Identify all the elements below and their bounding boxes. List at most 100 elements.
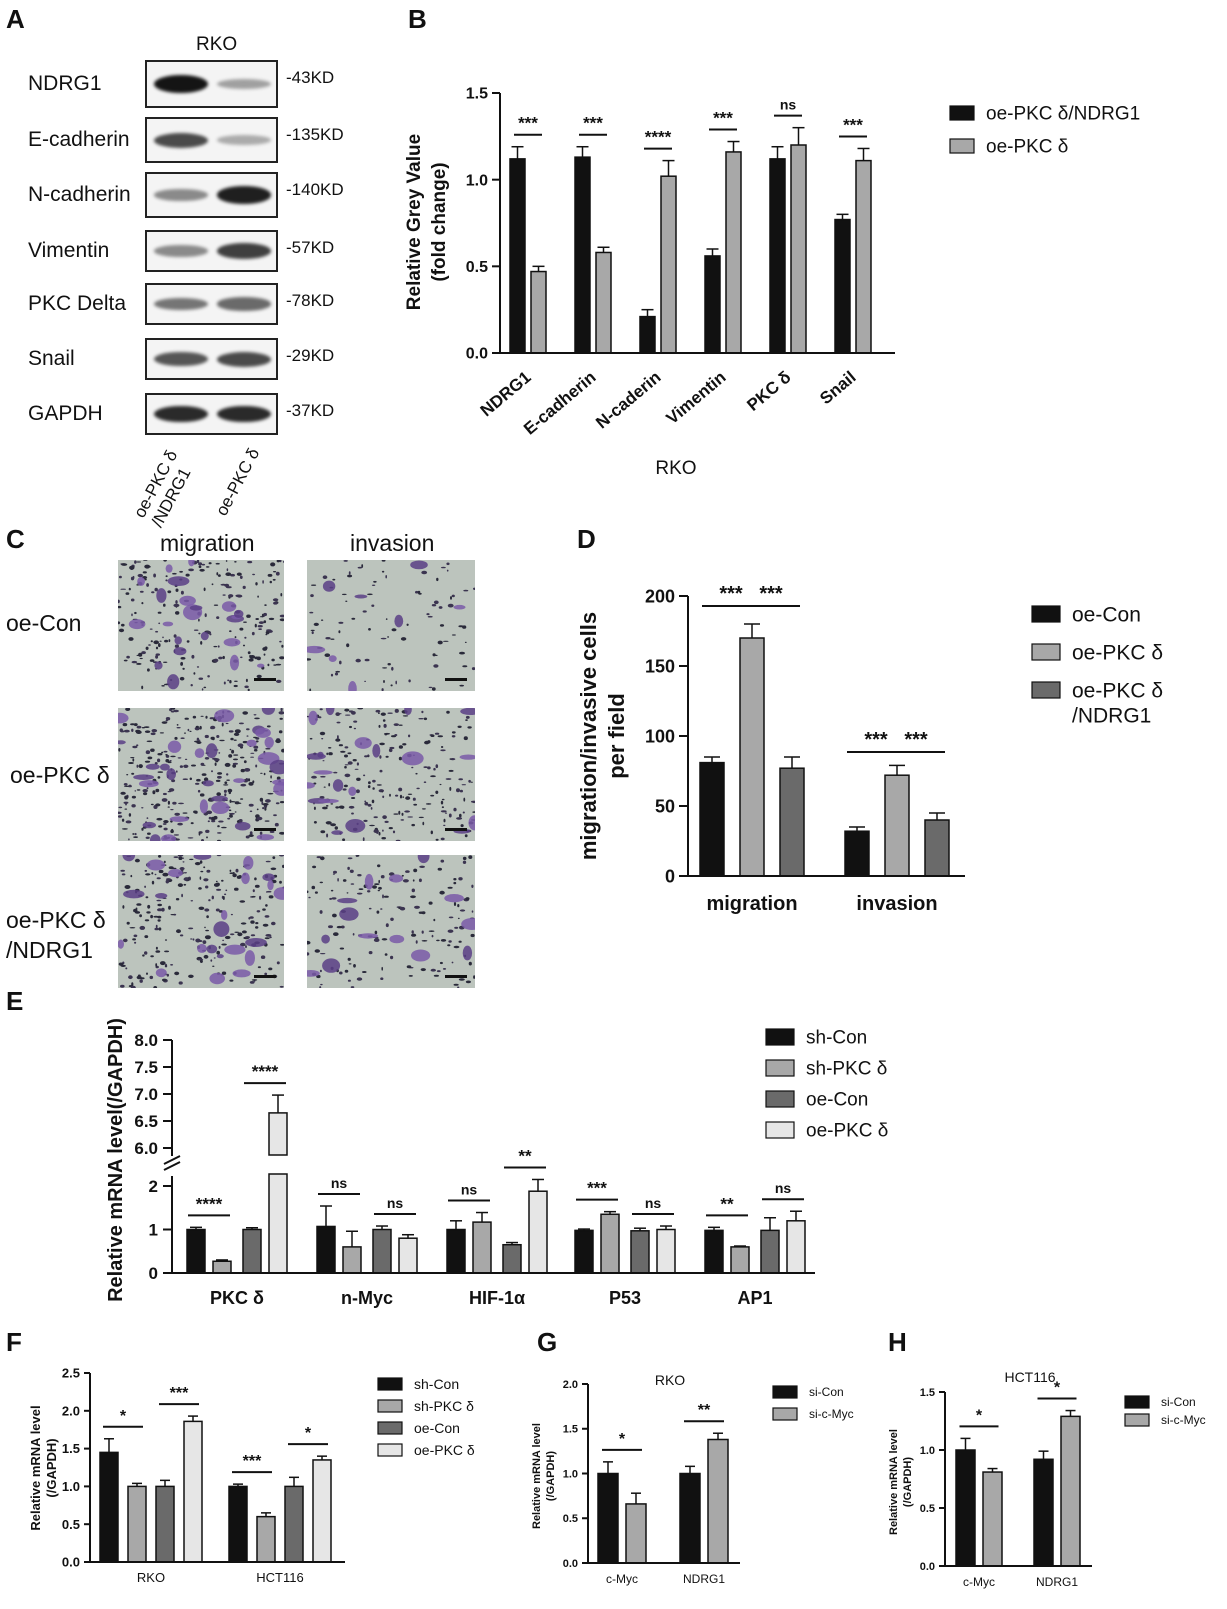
significance-label: ns: [331, 1175, 348, 1191]
y-tick-label: 0.5: [920, 1503, 935, 1515]
blot-strip: [145, 338, 278, 380]
bar: [707, 1438, 729, 1564]
x-tick-label: c-Myc: [963, 1575, 995, 1589]
blot-strip: [145, 60, 278, 108]
x-tick-label: RKO: [137, 1570, 165, 1585]
bar: [127, 1485, 147, 1563]
x-tick-label: Snail: [816, 368, 859, 409]
bar: [660, 175, 677, 354]
legend-swatch: [1124, 1413, 1150, 1427]
x-tick-label: invasion: [856, 893, 937, 915]
protein-band: [154, 189, 208, 201]
y-tick-label: 6.5: [134, 1112, 158, 1131]
bar: [574, 156, 591, 354]
bar: [528, 1190, 548, 1274]
blot-strip: [145, 117, 278, 163]
bar: [955, 1449, 976, 1567]
panel-label-g: G: [537, 1327, 558, 1357]
significance-label: *: [976, 1407, 983, 1424]
y-tick-label: 0.0: [563, 1558, 578, 1570]
legend-swatch: [765, 1090, 795, 1108]
blot-kd-label: -135KD: [286, 125, 344, 144]
y-axis-title: per field: [604, 693, 629, 779]
significance-label: ***: [713, 109, 733, 128]
scale-bar: [445, 678, 467, 681]
significance-label: ***: [587, 1179, 607, 1198]
bar: [704, 1229, 724, 1274]
bar: [730, 1246, 750, 1274]
legend-swatch: [772, 1385, 798, 1399]
blot-protein-label: Snail: [28, 347, 75, 370]
legend-label: oe-PKC δ: [1072, 679, 1163, 702]
significance-label: ****: [252, 1062, 279, 1081]
bar: [924, 819, 950, 877]
significance-label: ****: [196, 1194, 223, 1213]
bar: [639, 315, 656, 354]
legend-label: oe-PKC δ: [806, 1121, 888, 1142]
bar: [739, 637, 765, 877]
significance-label: ns: [387, 1195, 404, 1211]
y-axis-title: (fold change): [429, 162, 450, 281]
y-tick-label: 0.0: [466, 346, 488, 363]
bar: [844, 830, 870, 877]
bar: [342, 1246, 362, 1274]
y-tick-label: 8.0: [134, 1031, 158, 1050]
y-axis-title: migration/invasive cells: [576, 612, 601, 860]
protein-band: [217, 135, 271, 145]
bar: [630, 1230, 650, 1274]
significance-label: **: [720, 1194, 734, 1213]
y-axis-title: (/GAPDH): [902, 1457, 914, 1507]
protein-band: [154, 75, 208, 93]
y-tick-label: 2.0: [563, 1379, 578, 1391]
bar: [530, 270, 547, 354]
bar: [1060, 1415, 1081, 1567]
blot-strip: [145, 230, 278, 272]
bar: [509, 158, 526, 354]
blot-protein-label: PKC Delta: [28, 292, 127, 315]
x-tick-label: AP1: [737, 1288, 772, 1308]
significance-label: ***: [170, 1385, 189, 1402]
legend-swatch: [1031, 681, 1061, 699]
y-tick-label: 1: [149, 1221, 158, 1240]
significance-label: ***: [904, 729, 928, 751]
y-tick-label: 2: [149, 1177, 158, 1196]
significance-label: ***: [583, 114, 603, 133]
y-tick-label: 1.0: [466, 172, 488, 189]
blot-protein-label: GAPDH: [28, 402, 103, 425]
bar: [982, 1471, 1003, 1567]
microscopy-column-title: invasion: [350, 530, 435, 556]
bar: [183, 1420, 203, 1563]
significance-label: ***: [843, 115, 863, 134]
bar: [625, 1503, 647, 1564]
blot-kd-label: -29KD: [286, 346, 335, 365]
chart-title: RKO: [655, 1372, 685, 1388]
x-tick-label: NDRG1: [477, 368, 535, 421]
x-axis-title: RKO: [655, 458, 696, 479]
x-tick-label: P53: [609, 1288, 641, 1308]
y-tick-label: 1.0: [62, 1479, 80, 1494]
panel-label-a: A: [6, 4, 25, 34]
x-tick-label: HCT116: [256, 1570, 303, 1585]
y-tick-label: 200: [645, 586, 675, 606]
y-tick-label: 0.5: [563, 1513, 578, 1525]
y-tick-label: 150: [645, 656, 675, 676]
x-tick-label: PKC δ: [743, 368, 794, 415]
transwell-micrograph: [307, 708, 475, 841]
y-tick-label: 1.0: [920, 1445, 935, 1457]
y-axis-title: (/GAPDH): [44, 1438, 59, 1497]
protein-band: [154, 351, 208, 367]
legend-swatch: [1124, 1395, 1150, 1409]
legend-label: sh-Con: [806, 1028, 867, 1049]
blot-protein-label: NDRG1: [28, 72, 102, 95]
y-tick-label: 0.5: [466, 259, 488, 276]
panel-label-e: E: [6, 986, 24, 1016]
bar: [212, 1260, 232, 1274]
blot-kd-label: -43KD: [286, 68, 335, 87]
y-tick-label: 1.5: [62, 1441, 80, 1456]
panel-label-c: C: [6, 524, 25, 554]
transwell-micrograph: [307, 855, 475, 988]
protein-band: [217, 297, 271, 311]
bar: [884, 774, 910, 877]
blot-protein-label: N-cadherin: [28, 183, 131, 206]
